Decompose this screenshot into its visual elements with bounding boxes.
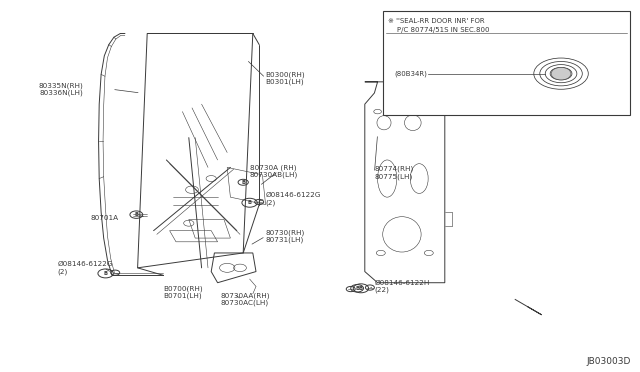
Text: 80730AA(RH)
80730AC(LH): 80730AA(RH) 80730AC(LH) <box>221 292 270 307</box>
Text: P/C 80774/51S IN SEC.800: P/C 80774/51S IN SEC.800 <box>397 27 490 33</box>
Text: 80730A (RH)
80730AB(LH): 80730A (RH) 80730AB(LH) <box>250 164 298 178</box>
Text: B: B <box>104 271 108 276</box>
Text: ※ ''SEAL-RR DOOR INR' FOR: ※ ''SEAL-RR DOOR INR' FOR <box>388 18 484 24</box>
Text: B0700(RH)
B0701(LH): B0700(RH) B0701(LH) <box>163 285 203 299</box>
Text: 80730(RH)
80731(LH): 80730(RH) 80731(LH) <box>266 229 305 243</box>
Text: Ø08146-6122H
(22): Ø08146-6122H (22) <box>374 280 430 293</box>
Ellipse shape <box>551 67 571 80</box>
Text: B: B <box>248 200 252 205</box>
Text: B: B <box>134 212 138 217</box>
Text: Ø08146-6122G
(2): Ø08146-6122G (2) <box>266 192 321 206</box>
Text: JB03003D: JB03003D <box>586 357 630 366</box>
Bar <box>383 11 630 115</box>
Text: (80B34R): (80B34R) <box>394 70 427 77</box>
Text: B: B <box>355 286 359 291</box>
Text: B0300(RH)
B0301(LH): B0300(RH) B0301(LH) <box>266 71 305 85</box>
Text: 80701A: 80701A <box>90 215 118 221</box>
Text: 80774(RH)
80775(LH): 80774(RH) 80775(LH) <box>374 166 413 180</box>
Text: B: B <box>359 286 363 291</box>
Text: 80335N(RH)
80336N(LH): 80335N(RH) 80336N(LH) <box>38 82 83 96</box>
Text: Ø08146-6122G
(2): Ø08146-6122G (2) <box>58 261 113 275</box>
Text: B: B <box>241 180 245 185</box>
